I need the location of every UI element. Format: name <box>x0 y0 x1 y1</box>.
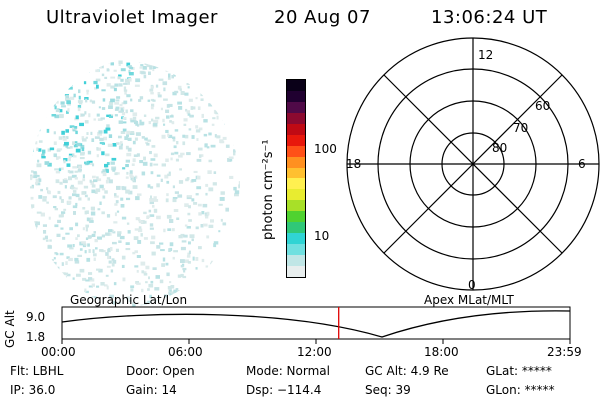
timeline-xtick-4: 23:59 <box>547 345 582 359</box>
timeline-xtick-3: 18:00 <box>424 345 459 359</box>
gc-alt-status: GC Alt: 4.9 Re <box>365 364 449 378</box>
seq-status: Seq: 39 <box>365 383 411 397</box>
colorbar-swatch <box>287 101 305 113</box>
geographic-label: Geographic Lat/Lon <box>70 293 188 307</box>
colorbar-swatch <box>287 255 305 266</box>
orbit-altitude-curve <box>61 310 571 338</box>
colorbar <box>286 79 306 278</box>
colorbar-swatch <box>287 156 305 168</box>
colorbar-swatch <box>287 244 305 255</box>
colorbar-tick-100: 100 <box>314 142 337 156</box>
dsp-status: Dsp: −114.4 <box>246 383 322 397</box>
colorbar-swatch <box>287 222 305 234</box>
time-label: 13:06:24 UT <box>431 7 548 28</box>
polar-label-12: 12 <box>478 48 494 62</box>
colorbar-swatch <box>287 211 305 223</box>
colorbar-swatch <box>287 80 305 91</box>
colorbar-swatch <box>287 90 305 102</box>
colorbar-swatch <box>287 134 305 146</box>
colorbar-swatch <box>287 200 305 212</box>
colorbar-swatch <box>287 233 305 245</box>
polar-label-6: 6 <box>578 157 586 171</box>
filter-status: Flt: LBHL <box>10 364 64 378</box>
polar-label-80: 80 <box>492 141 508 155</box>
ip-status: IP: 36.0 <box>10 383 56 397</box>
date-label: 20 Aug 07 <box>274 7 371 28</box>
apex-label: Apex MLat/MLT <box>424 293 514 307</box>
door-status: Door: Open <box>126 364 195 378</box>
colorbar-swatch <box>287 145 305 157</box>
polar-label-0: 0 <box>468 278 476 292</box>
colorbar-tick-10: 10 <box>314 229 330 243</box>
polar-label-70: 70 <box>513 121 529 135</box>
colorbar-swatch <box>287 167 305 179</box>
colorbar-swatch <box>287 265 305 277</box>
timeline-xtick-2: 12:00 <box>297 345 332 359</box>
colorbar-swatch <box>287 189 305 201</box>
timeline-ytick-low: 1.8 <box>26 330 46 344</box>
polar-label-18: 18 <box>346 157 362 171</box>
colorbar-swatch <box>287 178 305 190</box>
glat-status: GLat: ***** <box>486 364 552 378</box>
timeline-xtick-0: 00:00 <box>41 345 76 359</box>
timeline-xtick-1: 06:00 <box>168 345 203 359</box>
timeline-ytick-high: 9.0 <box>26 310 46 324</box>
colorbar-swatch <box>287 123 305 135</box>
glon-status: GLon: ***** <box>486 383 555 397</box>
instrument-title: Ultraviolet Imager <box>46 7 218 28</box>
mode-status: Mode: Normal <box>246 364 330 378</box>
polar-label-60: 60 <box>535 99 551 113</box>
gain-status: Gain: 14 <box>126 383 177 397</box>
colorbar-swatch <box>287 112 305 124</box>
polar-diagonal-2 <box>383 74 563 254</box>
